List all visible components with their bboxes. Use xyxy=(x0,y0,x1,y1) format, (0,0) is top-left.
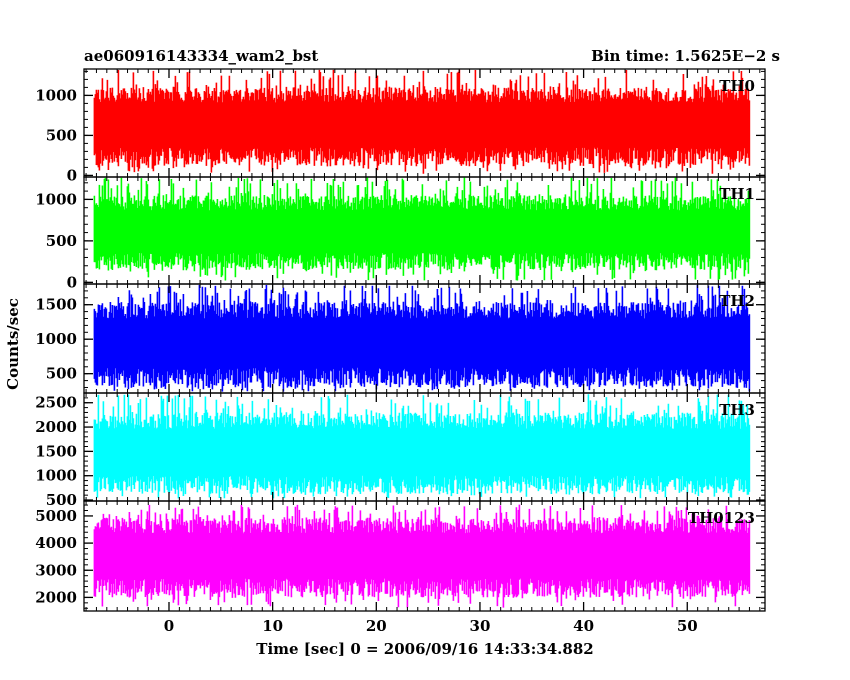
y-tick-label: 2000 xyxy=(35,418,77,436)
series-th0123-line xyxy=(93,504,751,608)
y-tick-label: 500 xyxy=(46,232,77,250)
series-label-th1: TH1 xyxy=(719,185,755,203)
y-tick-label: 1500 xyxy=(35,442,77,460)
y-tick-label: 1000 xyxy=(35,467,77,485)
panel-th3: 500 1000 1500 2000 2500 TH3 xyxy=(35,392,766,509)
x-tick-label: 50 xyxy=(677,617,698,635)
y-tick-label: 0 xyxy=(67,273,77,291)
x-tick-label: 40 xyxy=(573,617,594,635)
y-axis-label: Counts/sec xyxy=(4,298,22,390)
x-tick-label: 30 xyxy=(470,617,491,635)
series-th1-line xyxy=(93,177,751,281)
y-tick-label: 4000 xyxy=(35,534,77,552)
x-tick-label: 0 xyxy=(164,617,174,635)
panel-th0123: 2000 3000 4000 5000 TH0123 xyxy=(35,500,766,612)
series-label-th0123: TH0123 xyxy=(688,509,755,527)
series-label-th3: TH3 xyxy=(719,401,755,419)
y-tick-label: 5000 xyxy=(35,507,77,525)
y-tick-label: 2500 xyxy=(35,394,77,412)
y-tick-label: 3000 xyxy=(35,561,77,579)
series-th2-line xyxy=(93,285,751,392)
y-tick-label: 1000 xyxy=(35,190,77,208)
series-th3-line xyxy=(93,394,751,499)
y-tick-label: 500 xyxy=(46,126,77,144)
y-tick-label: 1000 xyxy=(35,330,77,348)
x-axis-label: Time [sec] 0 = 2006/09/16 14:33:34.882 xyxy=(256,640,593,658)
series-label-th0: TH0 xyxy=(719,77,755,95)
y-tick-label: 1500 xyxy=(35,296,77,314)
panel-th0: 0 500 1000 TH0 xyxy=(35,68,766,184)
x-tick-label: 10 xyxy=(262,617,283,635)
y-tick-label: 0 xyxy=(67,166,77,184)
y-tick-label: 2000 xyxy=(35,588,77,606)
x-tick-label: 20 xyxy=(366,617,387,635)
series-th0-line xyxy=(93,69,751,174)
observation-title: ae060916143334_wam2_bst xyxy=(84,47,318,65)
panel-th1: 0 500 1000 TH1 xyxy=(35,176,766,291)
panel-frame xyxy=(83,500,766,612)
y-tick-label: 1000 xyxy=(35,86,77,104)
panel-th2: 500 1000 1500 TH2 xyxy=(35,283,766,394)
y-tick-label: 500 xyxy=(46,365,77,383)
y-tick-label: 500 xyxy=(46,491,77,509)
bin-time-label: Bin time: 1.5625E−2 s xyxy=(591,47,780,65)
series-label-th2: TH2 xyxy=(719,292,755,310)
